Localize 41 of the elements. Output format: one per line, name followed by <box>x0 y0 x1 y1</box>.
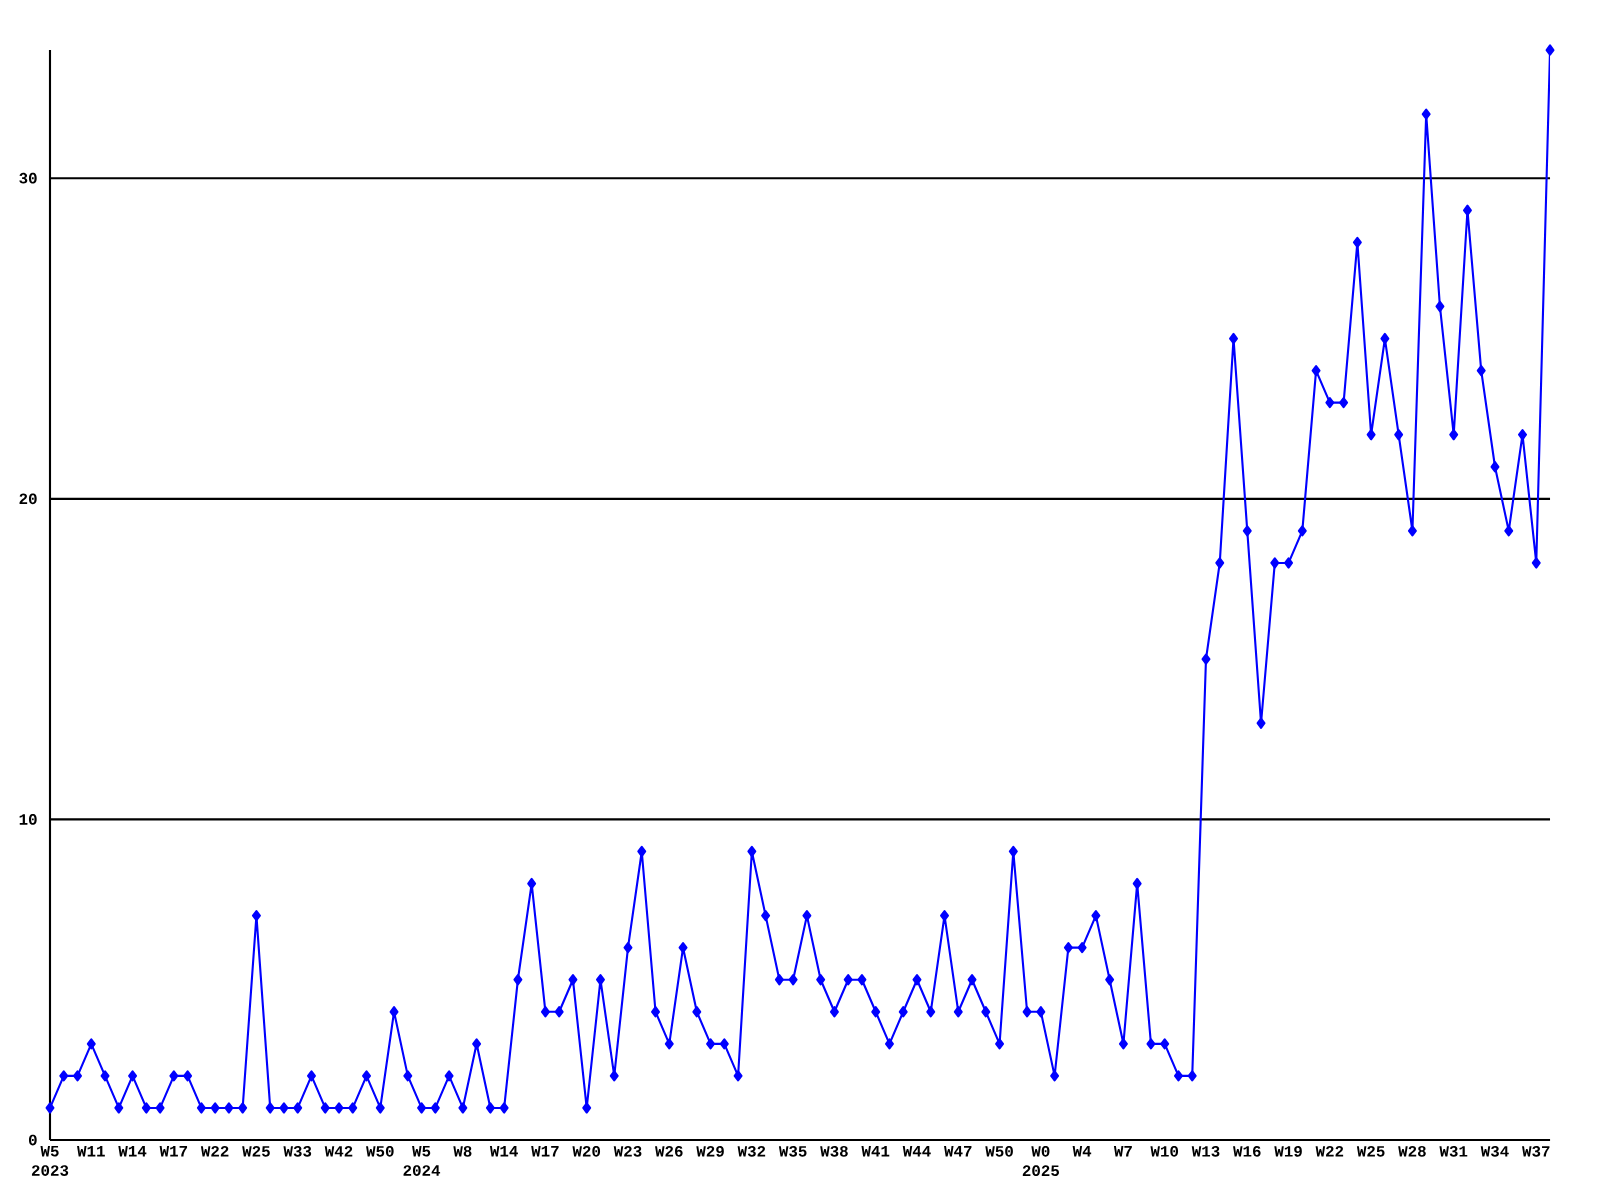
x-tick-label: W50 <box>366 1145 394 1157</box>
y-tick-label: 0 <box>28 1134 37 1146</box>
x-tick-label: W33 <box>283 1145 312 1157</box>
y-tick-label: 30 <box>19 172 37 184</box>
x-tick-label: W8 <box>453 1145 472 1157</box>
x-tick-label: W31 <box>1439 1145 1468 1157</box>
x-tick-label: W25 <box>242 1145 270 1157</box>
x-tick-label: W44 <box>902 1145 931 1157</box>
x-tick-label: W11 <box>77 1145 105 1157</box>
x-tick-label: W22 <box>200 1145 229 1157</box>
x-tick-label: W16 <box>1233 1145 1261 1157</box>
x-tick-label: W22 <box>1315 1145 1344 1157</box>
x-tick-label: W23 <box>613 1145 642 1157</box>
x-tick-label: W5 2024 <box>403 1145 441 1176</box>
x-tick-label: W41 <box>861 1145 890 1157</box>
x-tick-label: W19 <box>1274 1145 1302 1157</box>
x-tick-label: W47 <box>944 1145 972 1157</box>
x-tick-label: W14 <box>118 1145 147 1157</box>
x-tick-label: W13 <box>1191 1145 1220 1157</box>
x-tick-label: W17 <box>531 1145 559 1157</box>
x-tick-label: W4 <box>1072 1145 1092 1157</box>
x-tick-label: W26 <box>655 1145 683 1157</box>
y-tick-label: 10 <box>19 814 37 825</box>
x-tick-label: W10 <box>1150 1145 1179 1157</box>
x-tick-label: W20 <box>572 1145 601 1157</box>
x-tick-label: W37 <box>1522 1145 1550 1157</box>
x-tick-label: W25 <box>1356 1145 1385 1157</box>
x-tick-label: W32 <box>737 1145 766 1157</box>
x-tick-label: W17 <box>159 1145 188 1157</box>
x-tick-label: W28 <box>1398 1145 1426 1157</box>
x-tick-label: W5 2023 <box>31 1145 69 1176</box>
x-tick-label: W14 <box>489 1145 518 1157</box>
x-tick-label: W38 <box>820 1145 848 1157</box>
x-tick-label: W29 <box>696 1145 724 1157</box>
x-tick-label: W0 2025 <box>1022 1145 1059 1177</box>
x-tick-label: W35 <box>778 1145 807 1157</box>
x-tick-label: W34 <box>1480 1145 1509 1157</box>
x-tick-label: W7 <box>1113 1145 1132 1157</box>
x-tick-label: W42 <box>324 1145 353 1157</box>
y-tick-label: 20 <box>19 493 37 505</box>
x-tick-label: W50 <box>985 1145 1013 1157</box>
